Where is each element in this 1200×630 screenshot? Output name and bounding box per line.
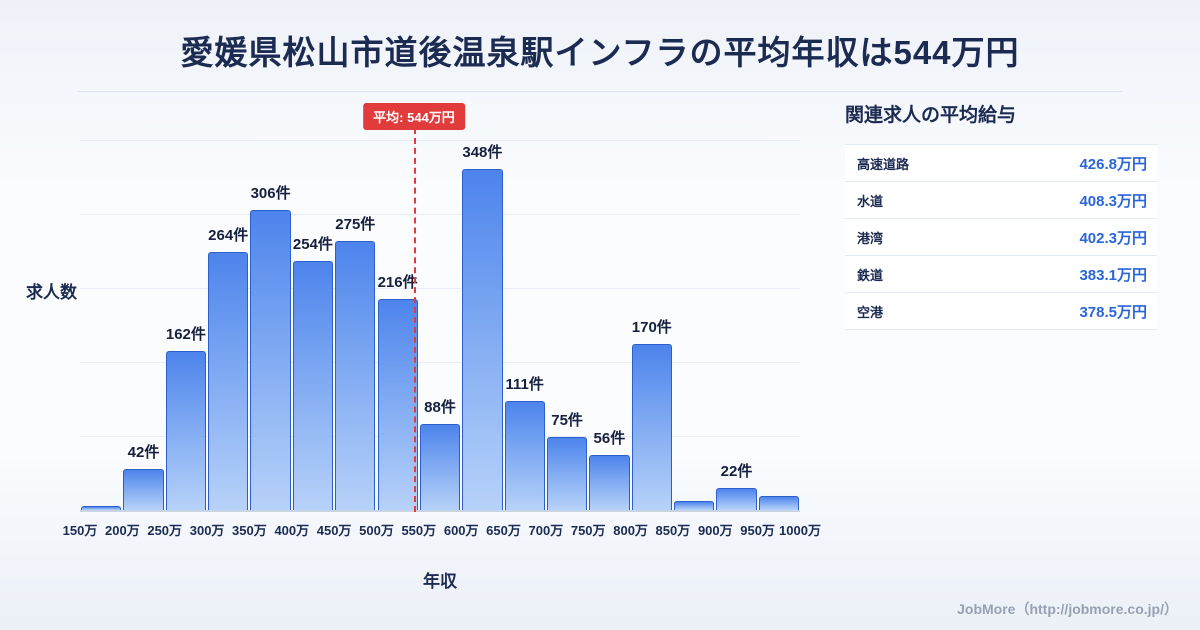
bar-value-label: 254件 <box>292 236 333 253</box>
bar-value-label: 348件 <box>462 144 503 161</box>
table-row: 鉄道 383.1万円 <box>845 256 1157 293</box>
x-tick-label: 200万 <box>105 523 140 538</box>
job-category-label: 水道 <box>857 193 884 209</box>
y-axis-label: 求人数 <box>26 283 77 302</box>
bar-value-label: 264件 <box>208 227 249 244</box>
x-tick-label: 500万 <box>359 523 394 538</box>
x-axis-ticks: 150万 200万 250万 300万 350万 400万 450万 500万 550万 600万… <box>63 520 821 540</box>
x-tick-label: 900万 <box>697 523 733 538</box>
x-tick-label: 400万 <box>274 523 310 538</box>
bar <box>716 488 757 510</box>
job-category-label: 港湾 <box>857 230 884 246</box>
table-row: 水道 408.3万円 <box>845 182 1157 219</box>
bar-value-label: 111件 <box>505 376 544 393</box>
bar-value-label: 75件 <box>551 412 583 429</box>
x-tick-label: 600万 <box>443 523 479 538</box>
bar <box>504 401 545 510</box>
bar-value-label: 162件 <box>165 326 206 343</box>
x-tick-label: 250万 <box>147 523 183 538</box>
bar <box>250 210 291 510</box>
related-salary-table: 高速道路 426.8万円水道 408.3万円港湾 402.3万円鉄道 383.1万円空港… <box>845 144 1157 330</box>
bar-value-label: 56件 <box>593 430 626 447</box>
bar <box>123 469 164 510</box>
x-tick-label: 300万 <box>189 523 225 538</box>
bar-value-label: 22件 <box>720 463 753 480</box>
footer-credit: JobMore（http://jobmore.co.jp/） <box>957 601 1178 617</box>
job-salary-value: 383.1万円 <box>1079 266 1147 284</box>
job-category-label: 空港 <box>857 304 884 320</box>
bar-value-label: 275件 <box>335 216 376 233</box>
bar <box>589 455 630 510</box>
bar <box>419 424 461 510</box>
bar-value-label: 88件 <box>424 399 456 416</box>
bar <box>165 351 207 510</box>
table-row: 高速道路 426.8万円 <box>845 145 1157 182</box>
bar <box>377 299 418 510</box>
job-category-label: 鉄道 <box>857 267 884 283</box>
bar-value-label: 216件 <box>377 274 418 291</box>
bar-value-label: 306件 <box>250 185 291 202</box>
bar <box>758 496 799 510</box>
bar <box>335 241 376 510</box>
x-tick-label: 550万 <box>401 523 437 538</box>
average-badge: 平均: 544万円 <box>363 103 465 130</box>
bar <box>81 506 122 510</box>
job-salary-value: 402.3万円 <box>1079 229 1147 247</box>
bar <box>673 501 715 510</box>
bar <box>462 169 503 510</box>
x-tick-label: 950万 <box>740 523 775 538</box>
job-salary-value: 426.8万円 <box>1079 155 1147 173</box>
table-row: 空港 378.5万円 <box>845 293 1157 330</box>
bar-chart-plot: 42件 162件 264件 306件 254件 275件 216件 88件 348件 111件 75… <box>80 140 800 512</box>
job-salary-value: 408.3万円 <box>1079 192 1147 210</box>
x-tick-label: 700万 <box>528 523 564 538</box>
x-tick-label: 650万 <box>486 523 521 538</box>
job-salary-value: 378.5万円 <box>1079 303 1147 321</box>
bar <box>208 252 249 510</box>
job-category-label: 高速道路 <box>857 156 910 172</box>
bar-value-label: 42件 <box>127 444 160 461</box>
side-panel-title: 関連求人の平均給与 <box>845 105 1017 126</box>
bar-value-label: 170件 <box>631 319 672 336</box>
page-title: 愛媛県松山市道後温泉駅インフラの平均年収は544万円 <box>180 34 1020 71</box>
side-panel: 関連求人の平均給与 高速道路 426.8万円水道 408.3万円港湾 402.3万円鉄… <box>845 100 1157 330</box>
x-tick-label: 800万 <box>613 523 648 538</box>
bar <box>631 344 672 510</box>
x-tick-label: 850万 <box>655 523 691 538</box>
bar <box>546 437 588 510</box>
x-tick-label: 1000万 <box>779 523 821 538</box>
x-tick-label: 750万 <box>570 523 606 538</box>
title-divider <box>78 91 1122 92</box>
x-axis-label: 年収 <box>423 572 457 591</box>
x-tick-label: 350万 <box>232 523 267 538</box>
bar <box>292 261 334 510</box>
x-tick-label: 150万 <box>62 523 98 538</box>
average-line <box>414 128 416 512</box>
x-tick-label: 450万 <box>316 523 352 538</box>
table-row: 港湾 402.3万円 <box>845 219 1157 256</box>
